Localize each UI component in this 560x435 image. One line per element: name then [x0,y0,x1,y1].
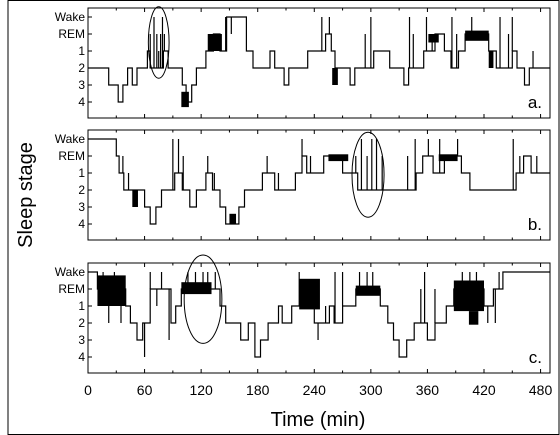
panel-label: b. [528,215,542,234]
y-tick-label: Wake [55,10,86,24]
dense-transition-band [465,30,489,41]
dense-transition-band [428,34,439,43]
y-axis-title: Sleep stage [15,142,37,248]
x-tick-label: 420 [472,382,496,398]
panel-b: Wake REM 1 2 3 4 b. [55,129,551,241]
x-axis-title: Time (min) [271,409,366,431]
y-tick-label: 1 [78,299,85,313]
x-tick-label: 60 [137,382,153,398]
y-tick-label: 2 [78,316,85,330]
dense-transition-band [328,154,349,162]
panel-axes-box [87,129,551,241]
dense-transition-band [229,213,237,224]
dense-transition-band [299,278,320,310]
x-tick-label: 180 [246,382,270,398]
dense-transition-band [468,311,479,325]
panel-label: c. [529,348,542,367]
y-tick-label: 2 [78,61,85,75]
y-tick-label: 3 [78,333,85,347]
y-tick-label: REM [58,27,85,41]
highlight-ellipse [183,254,223,344]
x-tick-label: 240 [303,382,327,398]
dense-transition-band [181,282,212,295]
y-tick-label: 2 [78,183,85,197]
dense-transition-band [181,91,189,108]
y-tick-label: REM [58,282,85,296]
x-tick-label: 300 [359,382,383,398]
y-tick-label: 4 [78,95,85,109]
dense-transition-band [332,68,338,85]
y-tick-label: Wake [55,132,86,146]
y-tick-label: 1 [78,166,85,180]
y-tick-label: 4 [78,350,85,364]
panel-label: a. [528,93,542,112]
y-tick-label: Wake [55,265,86,279]
y-tick-label: 3 [78,200,85,214]
panel-c: Wake REM 1 2 3 4 c. [55,254,551,374]
y-tick-label: 3 [78,78,85,92]
dense-transition-band [132,190,138,207]
dense-transition-band [438,154,458,162]
hypnogram-trace [88,138,550,225]
panels: Wake REM 1 2 3 4 a. Wake REM 1 2 3 4 b. Wake REM 1 2 3 4 c. [55,6,551,374]
x-tick-label: 480 [529,382,553,398]
y-tick-label: 4 [78,217,85,231]
figure-frame [7,0,560,435]
x-tick-label: 360 [416,382,440,398]
dense-transition-band [355,285,381,296]
dense-transition-band [488,51,494,68]
dense-transition-band [207,34,222,51]
y-tick-label: REM [58,149,85,163]
highlight-ellipse [351,131,385,218]
panel-axes-box [87,7,551,119]
x-axis: 0 60 120 180 240 300 360 420 480 [84,382,552,398]
panel-a: Wake REM 1 2 3 4 a. [55,6,551,119]
x-tick-label: 120 [189,382,213,398]
hypnogram-trace [88,16,550,103]
x-tick-label: 0 [84,382,92,398]
panel-axes-box [87,262,551,374]
y-tick-label: 1 [78,44,85,58]
hypnogram-trace [88,271,550,358]
dense-transition-band [453,280,484,312]
highlight-ellipse [147,6,170,79]
